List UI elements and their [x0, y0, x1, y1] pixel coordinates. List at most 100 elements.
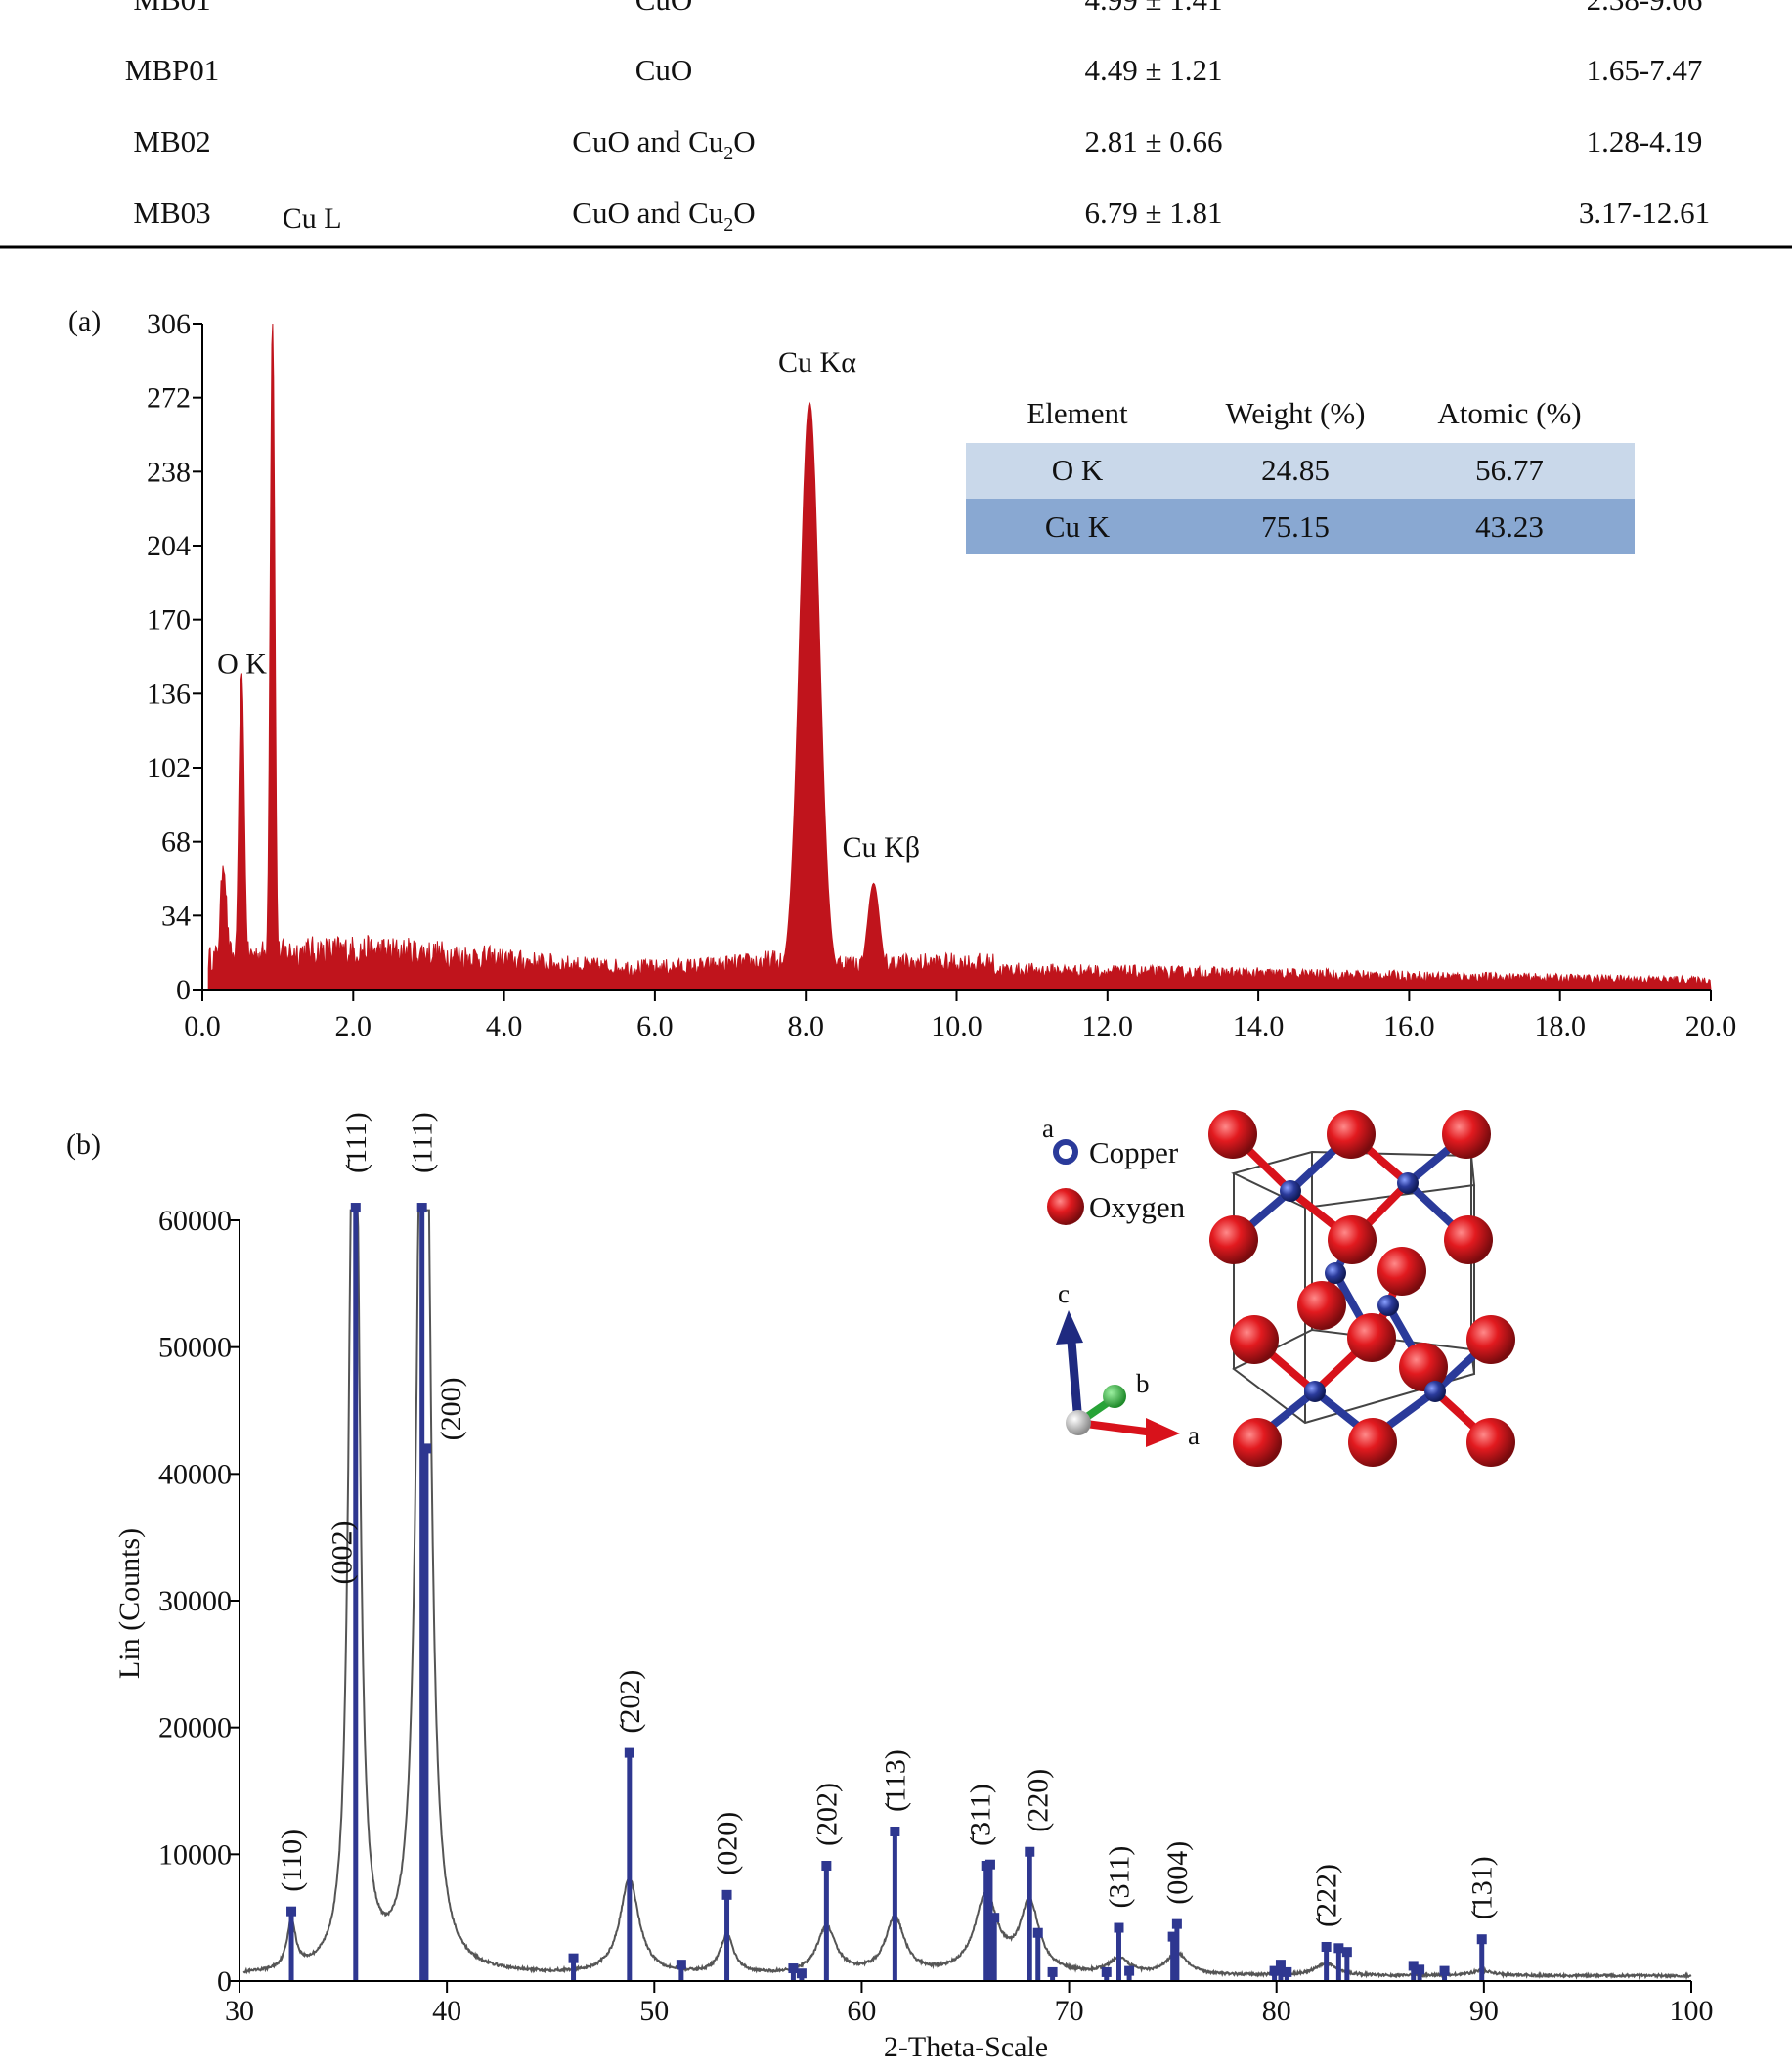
table-cell-size: 4.49 ± 1.21 [1084, 53, 1222, 87]
x-tick-label: 60 [847, 1995, 876, 2027]
reference-stick-marker [1341, 1947, 1352, 1958]
inset-cell: 75.15 [1261, 509, 1330, 544]
reference-stick-marker [1439, 1965, 1450, 1976]
reference-stick-marker [1032, 1927, 1043, 1938]
reference-stick-marker [989, 1913, 1000, 1923]
table-cell-sample: MB03 [133, 196, 210, 230]
c-axis-label: c [1058, 1279, 1070, 1308]
table-row: MBP01 CuO 4.49 ± 1.21 1.65-7.47 [125, 53, 1703, 87]
panel-b-label: (b) [66, 1128, 101, 1161]
eds-inset-table: Element Weight (%) Atomic (%) O K 24.85 … [966, 396, 1635, 554]
eds-chart: 0.0 2.0 4.0 6.0 8.0 10.0 12.0 14.0 16.0 18.0 20.0 0… [147, 202, 1736, 1042]
reference-stick-marker [1282, 1966, 1292, 1977]
hkl-label: (020) [712, 1812, 744, 1875]
xrd-profile-line [242, 1209, 1692, 1981]
reference-stick-marker [416, 1203, 427, 1213]
x-tick-label: 70 [1055, 1995, 1084, 2027]
reference-stick-marker [1167, 1931, 1178, 1942]
reference-stick-marker [821, 1861, 832, 1872]
crystal-structure-inset: a Copper Oxygen c b a [1042, 1110, 1515, 1467]
oxygen-atoms [1208, 1110, 1515, 1467]
bonds [1229, 1130, 1495, 1446]
y-tick-label: 10000 [158, 1838, 232, 1871]
reference-stick-marker [568, 1953, 579, 1963]
reference-stick-marker [624, 1747, 634, 1758]
hkl-label: (311) [1104, 1846, 1136, 1909]
reference-stick-marker [1047, 1966, 1058, 1977]
copper-atom-icon [1424, 1381, 1446, 1402]
hkl-label: (111) [407, 1112, 439, 1173]
table-cell-size: 4.99 ± 1.41 [1084, 0, 1222, 17]
x-tick-label: 80 [1262, 1995, 1291, 2027]
reference-stick-marker [984, 1859, 995, 1870]
hkl-label: (220) [1022, 1769, 1054, 1832]
reference-stick-marker [1476, 1934, 1487, 1945]
x-tick-label: 2.0 [335, 1010, 372, 1042]
reference-stick-marker [1269, 1965, 1280, 1976]
reference-stick-marker [1321, 1941, 1332, 1952]
oxygen-legend-icon [1047, 1188, 1084, 1225]
hkl-label: (̄111) [340, 1112, 372, 1173]
inset-row-bg [966, 443, 1635, 499]
peak-label: Cu L [283, 202, 342, 235]
y-tick-label: 0 [217, 1965, 232, 1998]
y-tick-label: 30000 [158, 1585, 232, 1617]
xrd-chart: 30 40 50 60 70 80 90 100 0 10000 20000 30000 40000 50… [158, 1112, 1714, 2027]
table-cell-range: 2.38-9.06 [1587, 0, 1703, 17]
hkl-label: (̄202) [614, 1670, 646, 1734]
table-cell-size: 6.79 ± 1.81 [1084, 196, 1222, 230]
reference-stick-marker [1124, 1965, 1135, 1976]
legend-letter-a: a [1042, 1114, 1054, 1143]
x-tick-label: 16.0 [1383, 1010, 1435, 1042]
table-row: MB02 CuO and Cu2O 2.81 ± 0.66 1.28-4.19 [133, 124, 1702, 164]
hkl-label: (004) [1161, 1841, 1194, 1905]
x-tick-label: 12.0 [1082, 1010, 1134, 1042]
x-tick-label: 100 [1670, 1995, 1714, 2027]
hkl-label: (̄222) [1311, 1864, 1343, 1927]
oxygen-atom-icon [1444, 1215, 1493, 1264]
copper-atom-icon [1280, 1180, 1301, 1202]
oxygen-atom-icon [1328, 1215, 1377, 1264]
oxygen-atom-icon [1442, 1110, 1491, 1159]
reference-stick-marker [420, 1443, 431, 1454]
inset-header-atomic: Atomic (%) [1437, 396, 1581, 430]
reference-stick-marker [796, 1968, 807, 1979]
y-tick-label: 170 [147, 604, 191, 637]
x-tick-label: 8.0 [787, 1010, 824, 1042]
size-table: MB01 CuO 4.99 ± 1.41 2.38-9.06 MBP01 CuO… [0, 0, 1792, 249]
hkl-label: (̄113) [879, 1749, 911, 1812]
x-axis-title: 2-Theta-Scale [884, 2031, 1048, 2063]
x-tick-label: 4.0 [486, 1010, 523, 1042]
hkl-label: (202) [810, 1783, 843, 1846]
y-tick-label: 50000 [158, 1332, 232, 1364]
reference-stick-marker [788, 1963, 799, 1974]
y-axis-title: Lin (Counts) [113, 1528, 146, 1679]
b-axis-arrow-icon [1103, 1385, 1126, 1408]
x-tick-label: 18.0 [1534, 1010, 1586, 1042]
x-tick-label: 40 [432, 1995, 461, 2027]
reference-stick-marker [1025, 1846, 1035, 1857]
x-tick-label: 90 [1469, 1995, 1499, 2027]
table-cell-sample: MB01 [133, 0, 210, 17]
reference-stick-marker [1114, 1922, 1124, 1933]
a-axis-label: a [1188, 1421, 1200, 1450]
oxygen-atom-icon [1347, 1313, 1396, 1362]
reference-stick-marker [1275, 1960, 1286, 1970]
peak-label: Cu Kβ [843, 831, 920, 863]
table-cell-range: 1.28-4.19 [1587, 124, 1703, 158]
x-tick-label: 14.0 [1233, 1010, 1285, 1042]
x-tick-label: 10.0 [931, 1010, 983, 1042]
table-row: MB01 CuO 4.99 ± 1.41 2.38-9.06 [133, 0, 1702, 17]
x-tick-label: 50 [639, 1995, 669, 2027]
x-tick-label: 0.0 [184, 1010, 221, 1042]
hkl-label: (002) [327, 1521, 359, 1585]
inset-header-weight: Weight (%) [1226, 396, 1366, 430]
hkl-label: (̄131) [1466, 1856, 1499, 1919]
reference-stick-marker [890, 1826, 900, 1836]
inset-header-element: Element [1027, 396, 1128, 430]
y-tick-label: 20000 [158, 1712, 232, 1744]
oxygen-atom-icon [1209, 1215, 1258, 1264]
inset-cell: 24.85 [1261, 453, 1330, 487]
reference-stick-marker [1408, 1961, 1419, 1971]
